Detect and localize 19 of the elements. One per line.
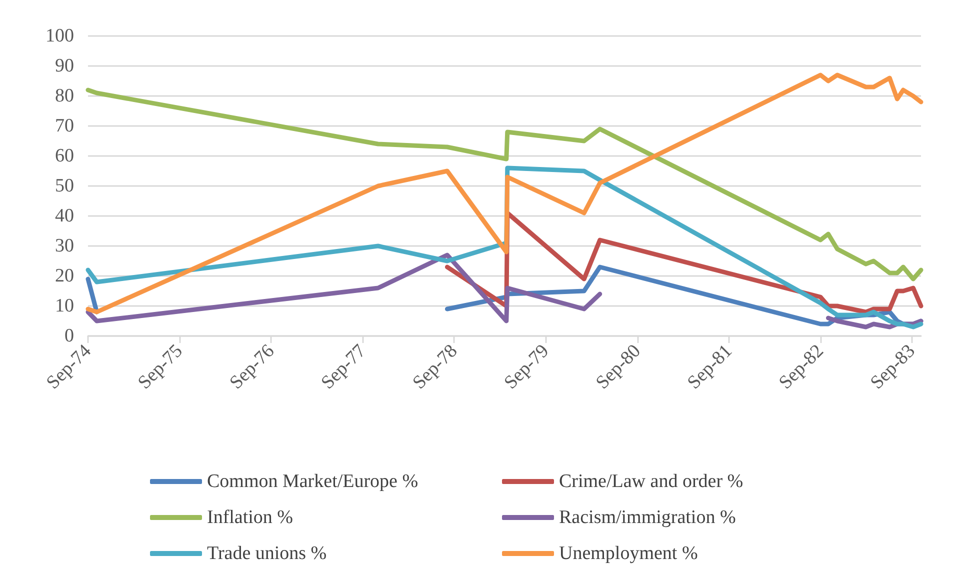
y-tick-label: 80 [55, 86, 74, 106]
y-tick-label: 50 [55, 176, 74, 196]
y-tick-label: 70 [55, 116, 74, 136]
line-series [86, 72, 924, 314]
y-tick-label: 40 [55, 206, 74, 226]
legend-label: Unemployment % [559, 543, 698, 564]
y-tick-label: 30 [55, 236, 74, 256]
y-tick-label: 90 [55, 56, 74, 76]
legend-label: Inflation % [207, 507, 294, 528]
line-series [86, 88, 924, 282]
y-tick-label: 10 [55, 296, 74, 316]
legend-label: Crime/Law and order % [559, 471, 744, 492]
legend-label: Racism/immigration % [559, 507, 736, 528]
y-tick-label: 20 [55, 266, 74, 286]
y-tick-label: 60 [55, 146, 74, 166]
y-tick-label: 100 [46, 26, 74, 46]
legend-label: Trade unions % [207, 543, 327, 564]
legend-label: Common Market/Europe % [207, 471, 418, 492]
y-tick-label: 0 [64, 326, 74, 346]
